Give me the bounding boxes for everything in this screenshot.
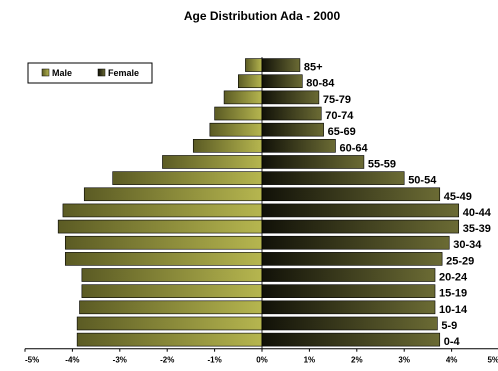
x-tick-label: 3% [398, 356, 410, 365]
bar-male-10-14 [79, 300, 263, 315]
age-label-10-14: 10-14 [439, 304, 468, 316]
x-tick-label: 5% [487, 356, 498, 365]
bar-female-30-34 [261, 235, 450, 250]
bar-female-10-14 [261, 300, 436, 315]
legend-label-female: Female [108, 68, 139, 78]
age-label-45-49: 45-49 [444, 191, 472, 203]
bars-group: 0-4 5-9 10-14 15-19 20-24 25-29 30-34 35-39 40-4… [57, 58, 492, 348]
x-axis: -5% -4% -3% -2% -1% 0% 1% 2% 3% 4% 5% [24, 57, 498, 365]
bar-female-70-74 [261, 106, 322, 121]
bar-male-70-74 [214, 106, 263, 121]
x-tick-label: 4% [446, 356, 458, 365]
bar-female-15-19 [261, 284, 436, 298]
bar-female-25-29 [261, 252, 443, 266]
bar-male-75-79 [223, 90, 263, 105]
x-tick-label: -1% [207, 356, 221, 365]
x-tick-label: -2% [160, 356, 174, 365]
bar-male-85+ [245, 58, 263, 72]
bar-male-0-4 [76, 332, 263, 347]
age-label-75-79: 75-79 [323, 94, 351, 106]
age-label-25-29: 25-29 [446, 255, 474, 267]
bar-male-50-54 [112, 171, 263, 185]
x-tick-label: 1% [304, 356, 316, 365]
legend-swatch-male [41, 68, 50, 77]
bar-male-5-9 [76, 316, 263, 331]
bar-female-80-84 [261, 74, 303, 89]
bar-male-15-19 [81, 284, 263, 298]
age-label-50-54: 50-54 [408, 175, 437, 187]
age-label-20-24: 20-24 [439, 272, 468, 284]
bar-male-60-64 [192, 139, 263, 153]
bar-male-55-59 [162, 155, 263, 169]
legend-swatch-female [97, 68, 106, 77]
bar-male-30-34 [64, 235, 263, 250]
bar-male-25-29 [64, 252, 263, 266]
bar-male-35-39 [57, 219, 263, 234]
age-label-55-59: 55-59 [368, 158, 396, 170]
chart-title: Age Distribution Ada - 2000 [184, 9, 341, 23]
x-tick-label: 2% [351, 356, 363, 365]
x-tick-label: -5% [25, 356, 39, 365]
bar-female-85+ [261, 58, 301, 72]
bar-female-0-4 [261, 332, 441, 347]
bar-female-50-54 [261, 171, 405, 185]
bar-male-65-69 [209, 122, 263, 137]
legend-box [27, 62, 153, 84]
bar-female-35-39 [261, 219, 460, 234]
bar-male-80-84 [238, 74, 263, 89]
bar-male-40-44 [62, 203, 263, 218]
bar-female-75-79 [261, 90, 320, 105]
bar-female-45-49 [261, 187, 441, 202]
bar-male-45-49 [83, 187, 263, 202]
bar-female-20-24 [261, 268, 436, 282]
age-label-60-64: 60-64 [339, 142, 368, 154]
x-tick-label: 0% [256, 356, 268, 365]
legend: Male Female [27, 62, 153, 84]
age-label-5-9: 5-9 [441, 320, 457, 332]
legend-label-male: Male [52, 68, 72, 78]
bar-female-5-9 [261, 316, 438, 331]
age-label-15-19: 15-19 [439, 288, 467, 300]
age-label-65-69: 65-69 [328, 126, 356, 138]
age-label-0-4: 0-4 [444, 336, 461, 348]
bar-male-20-24 [81, 268, 263, 282]
bar-female-40-44 [261, 203, 460, 218]
x-tick-label: -4% [65, 356, 79, 365]
x-tick-label: -3% [113, 356, 127, 365]
age-label-40-44: 40-44 [463, 207, 492, 219]
age-label-85+: 85+ [304, 62, 323, 74]
bar-female-65-69 [261, 122, 324, 137]
bar-female-55-59 [261, 155, 365, 169]
age-label-35-39: 35-39 [463, 223, 491, 235]
bar-female-60-64 [261, 139, 336, 153]
age-label-80-84: 80-84 [306, 78, 335, 90]
age-label-70-74: 70-74 [325, 110, 354, 122]
age-label-30-34: 30-34 [453, 239, 482, 251]
